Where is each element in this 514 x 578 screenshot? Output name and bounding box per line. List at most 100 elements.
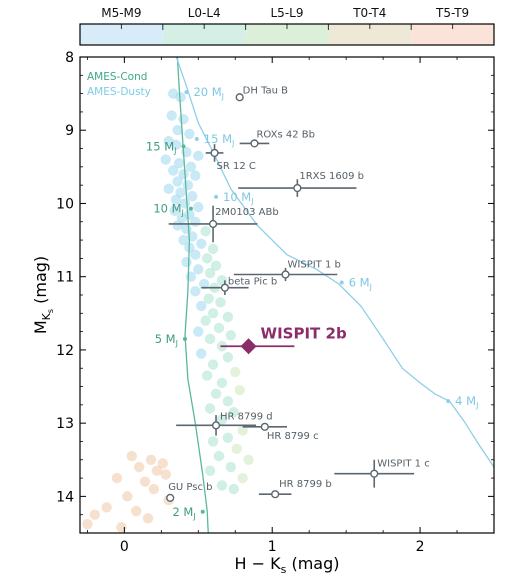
- field-object-point: [222, 432, 234, 443]
- track-ames-cond-line: [176, 57, 209, 533]
- companion-label: 1RXS 1609 b: [299, 171, 364, 182]
- field-object-point: [170, 139, 182, 151]
- field-object-point: [230, 366, 241, 378]
- mass-marker: [200, 509, 205, 514]
- y-tick-label: 12: [56, 343, 74, 359]
- x-tick-label: 1: [268, 539, 277, 555]
- field-object-point: [193, 150, 204, 162]
- x-tick-label: 2: [416, 539, 425, 555]
- mass-label: 4 MJ: [455, 394, 478, 410]
- x-tick-label: 0: [120, 539, 129, 555]
- field-objects-layer: [82, 88, 254, 533]
- field-object-point: [237, 425, 248, 436]
- field-object-point: [82, 519, 93, 530]
- x-axis-label: H − Ks (mag): [235, 554, 340, 576]
- field-object-point: [207, 243, 219, 255]
- companion-point: [293, 183, 302, 193]
- field-object-point: [166, 110, 177, 121]
- companion-point: [250, 139, 259, 148]
- field-object-point: [185, 161, 197, 173]
- field-object-point: [201, 253, 213, 264]
- spt-label: M5-M9: [101, 6, 141, 20]
- evolutionary-tracks-layer: 15 MJ 10 MJ 5 MJ 2 MJ 20 MJ 15 MJ 10 MJ 6 MJ 4 M…: [146, 57, 494, 533]
- companion-point: [370, 469, 379, 478]
- companion-point: [260, 422, 269, 431]
- field-object-point: [145, 454, 157, 465]
- field-object-point: [187, 190, 198, 202]
- y-axis-label: MKs (mag): [31, 256, 55, 334]
- field-object-point: [185, 271, 197, 282]
- highlight-label: WISPIT 2b: [261, 324, 347, 342]
- legend-entry: AMES-Cond: [87, 71, 147, 83]
- field-object-point: [172, 220, 183, 231]
- field-object-point: [190, 170, 201, 181]
- field-object-point: [215, 297, 226, 308]
- field-object-point: [151, 465, 163, 476]
- field-object-point: [178, 234, 189, 246]
- mass-label: 10 MJ: [153, 202, 184, 218]
- y-tick-label: 11: [56, 270, 74, 286]
- track-ames-dusty-line: [175, 57, 494, 468]
- field-object-point: [130, 505, 142, 517]
- field-object-point: [126, 450, 137, 462]
- spt-label: L5-L9: [271, 6, 304, 20]
- companion-point: [235, 93, 244, 102]
- field-object-point: [201, 370, 213, 381]
- field-object-point: [204, 267, 216, 279]
- y-tick-label: 8: [65, 50, 74, 66]
- field-object-point: [190, 286, 201, 297]
- companion-point: [220, 283, 230, 292]
- mass-marker: [214, 194, 219, 199]
- companion-point: [166, 493, 175, 502]
- field-object-point: [222, 352, 234, 363]
- spt-label: T0-T4: [352, 6, 386, 20]
- field-object-point: [111, 472, 123, 484]
- field-object-point: [193, 264, 204, 275]
- field-object-point: [160, 469, 171, 480]
- field-object-point: [213, 322, 225, 334]
- companion-label: ROXs 42 Bb: [256, 129, 315, 140]
- companion-label: DH Tau B: [243, 85, 288, 96]
- field-object-point: [181, 256, 192, 268]
- companions-layer: DH Tau B ROXs 42 Bb SR 12 C 1RXS 1609 b 2M01…: [166, 85, 430, 502]
- mass-label: 6 MJ: [349, 276, 372, 292]
- field-object-point: [122, 491, 133, 502]
- field-object-point: [222, 311, 234, 323]
- highlight-layer: WISPIT 2b: [220, 324, 347, 355]
- legend: AMES-Cond AMES-Dusty: [87, 71, 151, 98]
- companion-label: WISPIT 1 c: [377, 459, 430, 470]
- y-tick-label: 9: [65, 123, 74, 139]
- field-object-point: [204, 333, 216, 345]
- mass-label: 2 MJ: [172, 505, 195, 521]
- plot-frame: [79, 56, 495, 534]
- spt-segment: [245, 24, 329, 45]
- mass-label: 15 MJ: [204, 132, 235, 148]
- field-object-point: [234, 385, 245, 396]
- field-object-point: [101, 502, 112, 513]
- field-object-point: [169, 205, 180, 216]
- field-object-point: [210, 388, 222, 400]
- companion-point: [210, 148, 219, 158]
- field-object-point: [196, 348, 207, 359]
- field-object-point: [133, 461, 145, 473]
- field-object-point: [231, 443, 242, 454]
- field-object-point: [216, 414, 228, 425]
- field-object-point: [175, 92, 186, 103]
- companion-point: [208, 219, 218, 229]
- mass-marker: [446, 399, 451, 404]
- field-object-point: [116, 521, 127, 533]
- mass-label: 15 MJ: [146, 139, 177, 155]
- field-object-point: [148, 483, 160, 495]
- mass-label: 10 MJ: [223, 190, 254, 206]
- field-object-point: [178, 114, 189, 125]
- field-object-point: [210, 260, 222, 271]
- field-object-point: [170, 194, 182, 205]
- companion-label: HR 8799 b: [279, 479, 332, 490]
- spt-segment: [411, 24, 494, 45]
- field-object-point: [196, 300, 207, 312]
- field-object-point: [163, 183, 174, 195]
- field-object-point: [199, 278, 210, 290]
- field-object-point: [222, 395, 234, 407]
- field-object-point: [216, 377, 228, 389]
- field-object-point: [204, 465, 216, 476]
